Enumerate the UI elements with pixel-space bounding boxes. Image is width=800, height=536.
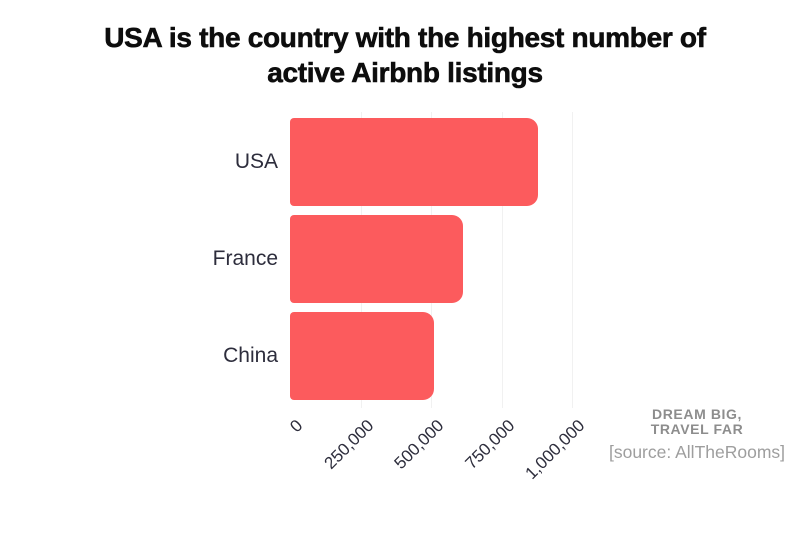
chart-title-line2: active Airbnb listings: [267, 57, 543, 89]
gridline: [501, 112, 503, 408]
category-label-france: France: [212, 247, 278, 270]
bar-china: [290, 312, 434, 400]
plot-area: 0 250,000 500,000 750,000 1,000,000 USA France…: [212, 112, 588, 483]
chart-title: USA is the country with the highest numb…: [5, 20, 800, 90]
watermark-block: DREAM BIG, TRAVEL FAR [source: AllTheRoo…: [597, 407, 797, 462]
source-attribution: [source: AllTheRooms]: [608, 442, 786, 462]
gridline: [572, 112, 573, 408]
bar-usa: [290, 118, 539, 206]
chart-title-line1: USA is the country with the highest numb…: [104, 22, 706, 54]
category-label-usa: USA: [234, 150, 278, 173]
watermark-line2: TRAVEL FAR: [650, 421, 744, 437]
watermark-line1: DREAM BIG,: [652, 406, 742, 422]
bar-france: [290, 215, 463, 303]
category-label-china: China: [223, 344, 278, 367]
